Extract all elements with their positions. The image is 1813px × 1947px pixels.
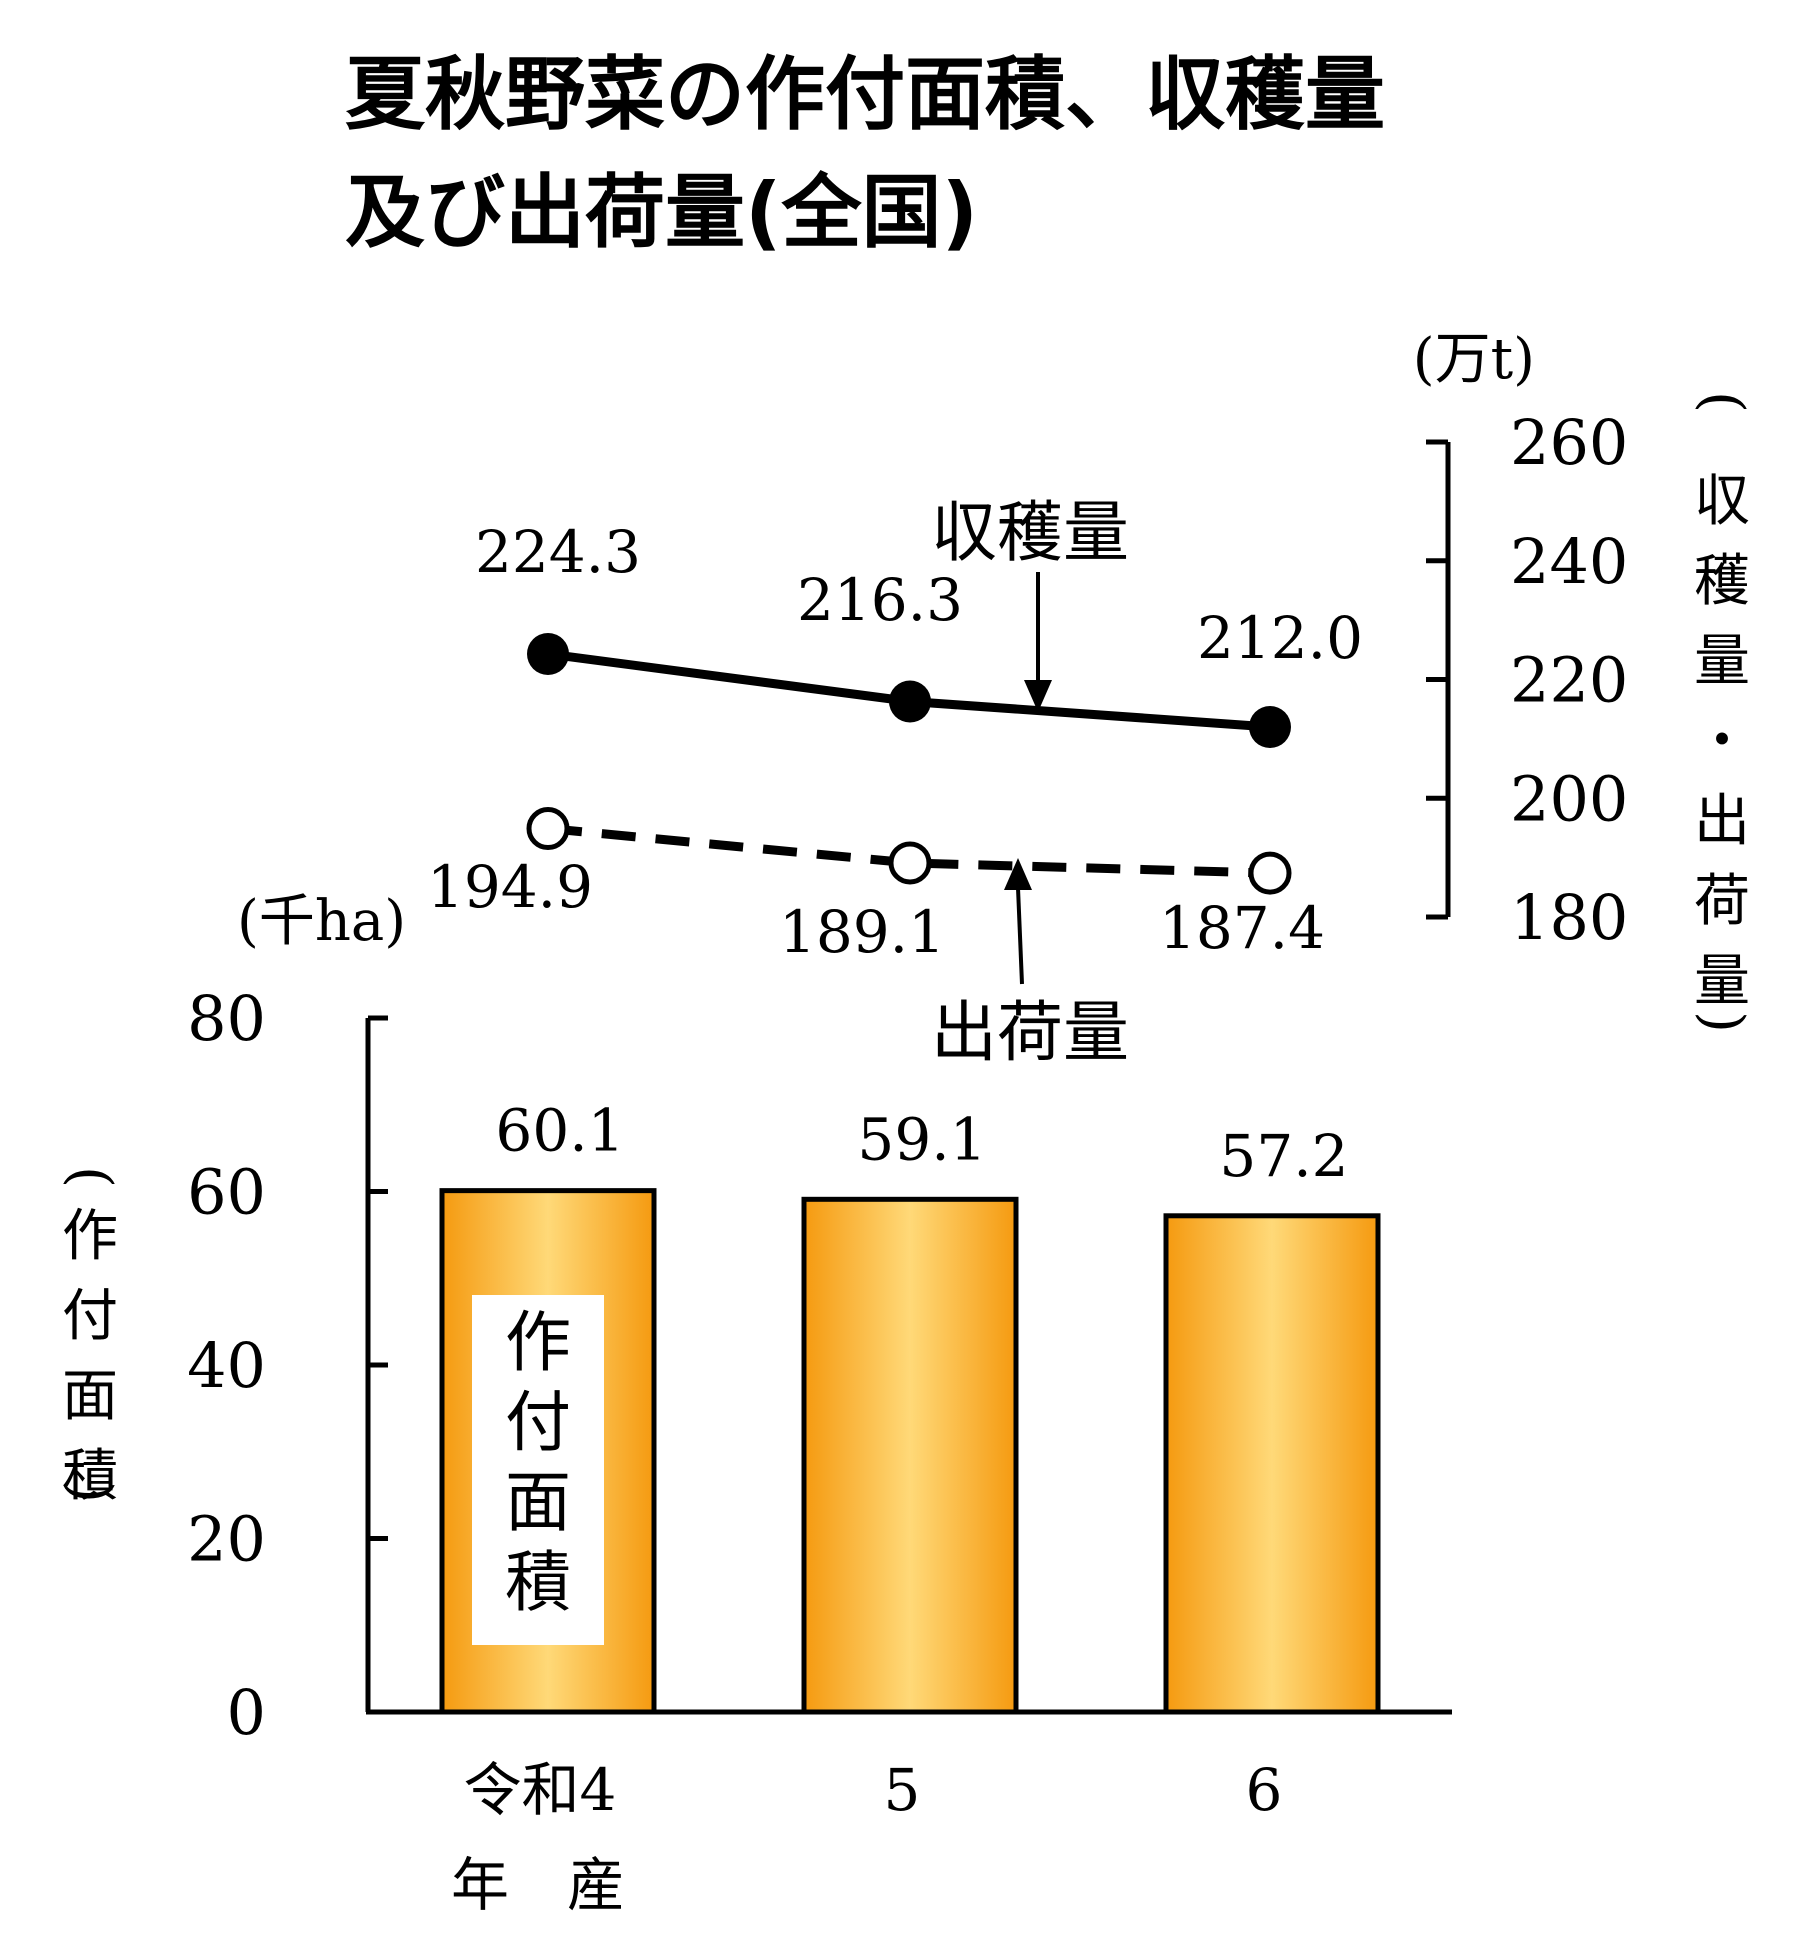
right-axis-title-char: 出 bbox=[1694, 789, 1750, 854]
left-tick-label: 40 bbox=[187, 1329, 266, 1402]
left-tick-label: 20 bbox=[187, 1503, 266, 1576]
category-label: 5 bbox=[884, 1756, 921, 1824]
bar-value-label: 60.1 bbox=[495, 1097, 624, 1165]
line-point bbox=[526, 807, 570, 851]
right-tick-label: 240 bbox=[1510, 525, 1628, 598]
left-axis-unit: (千ha) bbox=[237, 889, 406, 954]
right-axis-title-char: 穫 bbox=[1694, 549, 1750, 614]
line-series-name: 出荷量 bbox=[931, 994, 1129, 1071]
line-value-label: 224.3 bbox=[475, 518, 641, 586]
left-tick-label: 0 bbox=[227, 1676, 266, 1749]
bar-series-label-char: 付 bbox=[505, 1384, 571, 1461]
left-axis-title-paren: ) bbox=[58, 1481, 123, 1503]
right-tick-label: 260 bbox=[1510, 406, 1628, 479]
left-axis-title-paren: ( bbox=[58, 1166, 123, 1188]
right-axis-title: (収穫量・出荷量) bbox=[1690, 391, 1755, 1033]
left-tick-label: 60 bbox=[187, 1156, 266, 1229]
left-axis-title-char: 付 bbox=[62, 1284, 118, 1349]
right-axis-title-char: 荷 bbox=[1694, 869, 1750, 934]
line-value-label: 194.9 bbox=[427, 853, 593, 921]
right-axis-unit: (万t) bbox=[1413, 327, 1535, 392]
bar-series-label-box bbox=[472, 1295, 604, 1645]
right-tick-label: 220 bbox=[1510, 644, 1628, 717]
right-axis-title-paren: ( bbox=[1690, 391, 1755, 413]
category-label: 令和4 bbox=[464, 1756, 617, 1824]
callout-arrowhead bbox=[1024, 680, 1052, 712]
line-point bbox=[1248, 851, 1292, 895]
bar-series-label-char: 作 bbox=[505, 1304, 571, 1381]
chart-title-line2: 及び出荷量(全国) bbox=[345, 166, 978, 259]
line-point bbox=[527, 632, 569, 675]
left-tick-label: 80 bbox=[187, 982, 266, 1055]
left-axis-title-char: 面 bbox=[62, 1364, 118, 1429]
category-label: 6 bbox=[1246, 1756, 1283, 1824]
line-value-label: 187.4 bbox=[1159, 894, 1325, 962]
line-point bbox=[889, 680, 931, 723]
chart-title-line1: 夏秋野菜の作付面積、収穫量 bbox=[345, 48, 1385, 141]
right-axis-title-char: 量 bbox=[1694, 629, 1750, 694]
category-axis: 令和4 5 6 年 産 bbox=[451, 1756, 1282, 1919]
right-axis-title-char: ・ bbox=[1694, 709, 1750, 774]
line-series-path bbox=[547, 824, 1271, 878]
category-suffix-label: 年 産 bbox=[451, 1851, 625, 1919]
left-axis-title-char: 積 bbox=[62, 1444, 118, 1509]
callout-arrowhead bbox=[1004, 858, 1032, 890]
line-series-name: 収穫量 bbox=[931, 494, 1129, 571]
line-point bbox=[888, 841, 932, 885]
right-axis-title-char: 量 bbox=[1694, 949, 1750, 1014]
right-tick-label: 200 bbox=[1510, 762, 1628, 835]
line-point bbox=[1249, 706, 1291, 748]
right-axis-title-paren: ) bbox=[1690, 1011, 1755, 1033]
bar-value-label: 59.1 bbox=[857, 1105, 986, 1173]
line-value-label: 189.1 bbox=[779, 898, 945, 966]
line-value-label: 216.3 bbox=[797, 566, 963, 634]
left-axis-title: ( 作付面積) bbox=[58, 1166, 123, 1509]
bar-value-label: 57.2 bbox=[1219, 1122, 1348, 1190]
callout-arrow-line bbox=[1016, 887, 1024, 985]
bar bbox=[801, 1196, 1019, 1715]
bar-series-label-char: 面 bbox=[505, 1464, 571, 1541]
right-axis: 180 200 220 240 260 bbox=[1426, 406, 1628, 954]
bar-series-group: 60.1 59.1 57.2 作付面積 bbox=[439, 1097, 1381, 1715]
left-axis-title-char: 作 bbox=[62, 1204, 118, 1269]
bar-series-label-char: 積 bbox=[505, 1544, 571, 1621]
right-tick-label: 180 bbox=[1510, 881, 1628, 954]
right-axis-title-char: 収 bbox=[1694, 469, 1750, 534]
line-value-label: 212.0 bbox=[1197, 604, 1363, 672]
bar bbox=[1163, 1213, 1381, 1715]
